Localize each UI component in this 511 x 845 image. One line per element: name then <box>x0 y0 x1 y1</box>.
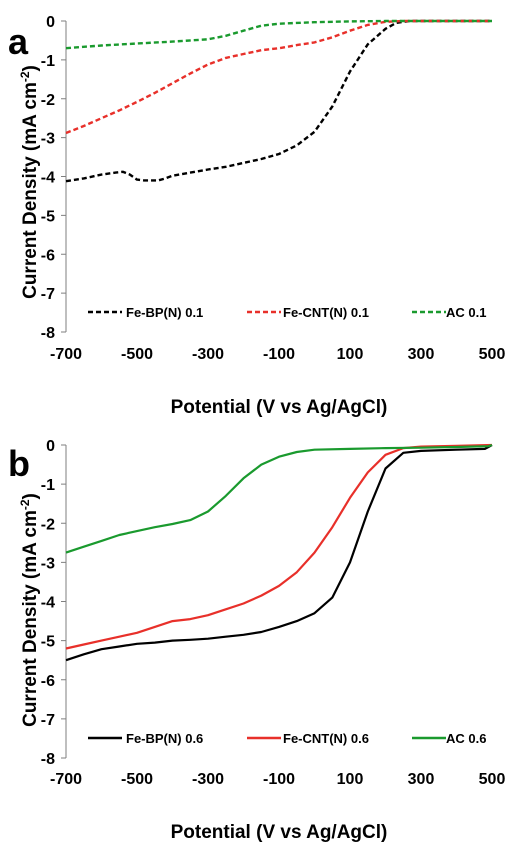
y-axis-title-a: Current Density (mA cm-2) <box>18 65 41 299</box>
chart-panel-a: a Current Density (mA cm-2) Potential (V… <box>8 14 505 418</box>
series-line-2 <box>65 19 492 135</box>
series-line-3 <box>65 443 493 554</box>
y-tick-label: -4 <box>41 595 55 612</box>
x-tick-label: -500 <box>121 771 153 788</box>
y-tick-label: -1 <box>41 53 55 70</box>
legend-label: Fe-CNT(N) 0.6 <box>283 731 369 746</box>
y-tick-label: -2 <box>41 516 55 533</box>
svg-text:Current Density (mA cm-2): Current Density (mA cm-2) <box>18 65 41 299</box>
plot-area-a: 0 -1 -2 -3 -4 -5 -6 -7 -8 -700 -500 -300 -100 100 300 5… <box>41 14 506 363</box>
legend-label: Fe-BP(N) 0.1 <box>126 305 203 320</box>
y-tick-label: -2 <box>41 92 55 109</box>
svg-text:Current Density (mA cm-2): Current Density (mA cm-2) <box>18 493 41 727</box>
x-tick-label: -700 <box>50 346 82 363</box>
x-tick-label: -700 <box>50 771 82 788</box>
y-axis-title-b: Current Density (mA cm-2) <box>18 493 41 727</box>
x-tick-label: -100 <box>263 346 295 363</box>
x-tick-label: 100 <box>337 771 364 788</box>
y-tick-label: -6 <box>41 247 55 264</box>
x-tick-label: -500 <box>121 346 153 363</box>
series-line-1 <box>65 19 492 183</box>
x-tick-label: 500 <box>479 346 506 363</box>
y-tick-label: -5 <box>41 634 55 651</box>
y-tick-label: -7 <box>41 286 55 303</box>
legend-label: AC 0.6 <box>446 731 486 746</box>
y-tick-label: -5 <box>41 208 55 225</box>
x-tick-label: 500 <box>479 771 506 788</box>
x-axis-title-b: Potential (V vs Ag/AgCl) <box>171 822 388 843</box>
legend-b: Fe-BP(N) 0.6 Fe-CNT(N) 0.6 AC 0.6 <box>88 731 486 746</box>
legend-label: Fe-BP(N) 0.6 <box>126 731 203 746</box>
x-tick-label: -300 <box>192 771 224 788</box>
legend-label: Fe-CNT(N) 0.1 <box>283 305 369 320</box>
x-tick-label: 100 <box>337 346 364 363</box>
series-line-1 <box>65 444 493 662</box>
y-tick-label: -3 <box>41 131 55 148</box>
panel-label-a: a <box>8 21 29 62</box>
x-axis-title-a: Potential (V vs Ag/AgCl) <box>171 397 388 418</box>
chart-panel-b: b Current Density (mA cm-2) Potential (V… <box>8 438 505 843</box>
plot-area-b: 0 -1 -2 -3 -4 -5 -6 -7 -8 -700 -500 -300 -100 100 300 5… <box>41 438 506 788</box>
series-line-2 <box>65 443 493 650</box>
series-line-3 <box>65 19 492 50</box>
y-tick-label: -4 <box>41 170 55 187</box>
x-tick-label: 300 <box>408 346 435 363</box>
y-tick-label: 0 <box>46 14 55 31</box>
y-tick-label: -8 <box>41 325 55 342</box>
y-tick-label: -7 <box>41 712 55 729</box>
y-tick-label: -8 <box>41 751 55 768</box>
y-tick-label: 0 <box>46 438 55 455</box>
legend-label: AC 0.1 <box>446 305 486 320</box>
x-tick-label: -300 <box>192 346 224 363</box>
x-tick-label: 300 <box>408 771 435 788</box>
x-tick-label: -100 <box>263 771 295 788</box>
y-tick-label: -6 <box>41 673 55 690</box>
legend-a: Fe-BP(N) 0.1 Fe-CNT(N) 0.1 AC 0.1 <box>88 305 486 320</box>
panel-label-b: b <box>8 443 30 484</box>
y-tick-label: -3 <box>41 555 55 572</box>
y-tick-label: -1 <box>41 477 55 494</box>
